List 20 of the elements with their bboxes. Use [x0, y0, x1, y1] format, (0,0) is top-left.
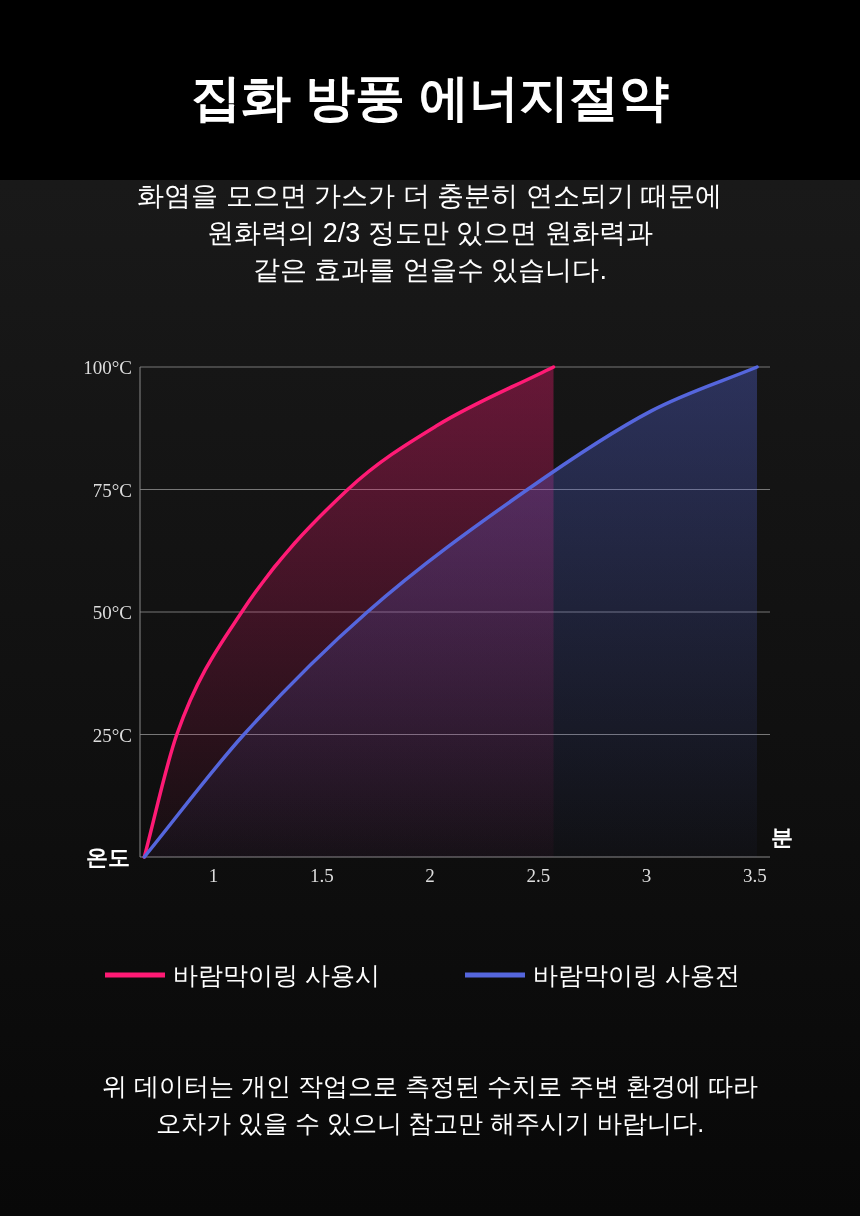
x-tick-label: 1 — [208, 865, 219, 886]
annotation: 오차가 있을 수 있으니 참고만 해주시기 바랍니다. — [155, 1109, 705, 1137]
subtitle: 같은 효과를 얻을수 있습니다. — [253, 255, 607, 285]
y-tick-label: 25°C — [92, 724, 132, 746]
x-tick-label: 2 — [425, 865, 435, 886]
x-tick-label: 3.5 — [742, 865, 767, 886]
annotation: 위 데이터는 개인 작업으로 측정된 수치로 주변 환경에 따라 — [102, 1072, 758, 1100]
y-tick-label: 100°C — [83, 357, 132, 378]
subtitle: 화염을 모으면 가스가 더 충분히 연소되기 때문에 — [137, 181, 723, 211]
x-tick-label: 1.5 — [309, 865, 334, 886]
y-tick-label: 50°C — [92, 602, 132, 623]
legend-label: 바람막이링 사용전 — [533, 961, 740, 989]
title: 집화 방풍 에너지절약 — [191, 70, 669, 126]
x-tick-label: 3 — [641, 865, 652, 886]
y-axis-title: 온도 — [86, 845, 130, 870]
x-tick-label: 2.5 — [526, 865, 551, 886]
subtitle: 원화력의 2/3 정도만 있으면 원화력과 — [207, 218, 653, 248]
legend-label: 바람막이링 사용시 — [173, 961, 380, 989]
x-axis-title: 분 — [771, 825, 793, 850]
y-tick-label: 75°C — [92, 479, 132, 501]
